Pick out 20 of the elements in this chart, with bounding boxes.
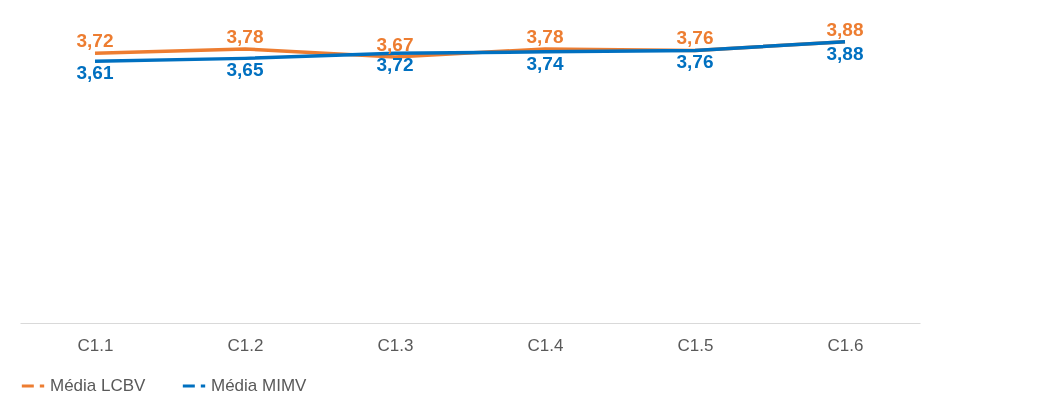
x-tick-label: C1.3 [377, 335, 414, 355]
data-label: 3,76 [676, 51, 714, 73]
legend-label: Média LCBV [50, 376, 147, 395]
data-label: 3,88 [826, 42, 864, 64]
data-label: 3,78 [226, 25, 264, 47]
data-label: 3,61 [76, 62, 114, 84]
x-tick-label: C1.1 [77, 335, 114, 355]
x-tick-label: C1.4 [527, 335, 564, 355]
x-tick-label: C1.6 [827, 335, 864, 355]
data-label: 3,74 [526, 52, 564, 74]
x-tick-label: C1.2 [227, 335, 264, 355]
data-label: 3,72 [376, 54, 414, 76]
data-label: 3,67 [376, 33, 414, 55]
legend-label: Média MIMV [211, 376, 308, 395]
x-tick-label: C1.5 [677, 335, 714, 355]
data-label: 3,78 [526, 25, 564, 47]
data-label: 3,72 [76, 30, 114, 52]
data-label: 3,76 [676, 27, 714, 49]
data-label: 3,65 [226, 59, 264, 81]
data-label: 3,88 [826, 18, 864, 40]
